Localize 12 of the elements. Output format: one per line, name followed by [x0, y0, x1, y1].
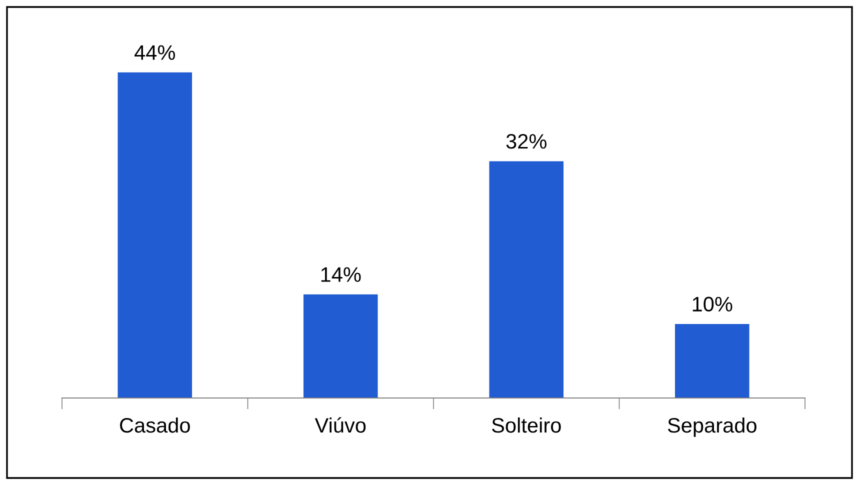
bar [674, 324, 750, 398]
data-label: 10% [692, 296, 732, 312]
x-tick-label: Viúvo [314, 417, 366, 433]
data-label: 44% [134, 45, 175, 60]
bar [489, 161, 564, 398]
x-tick-label: Casado [120, 417, 190, 433]
bar [303, 294, 378, 398]
x-tick-label: Solteiro [492, 417, 561, 433]
bar [118, 72, 192, 398]
data-label: 32% [506, 134, 546, 149]
x-tick-label: Separado [668, 417, 756, 437]
data-label: 14% [321, 267, 361, 282]
